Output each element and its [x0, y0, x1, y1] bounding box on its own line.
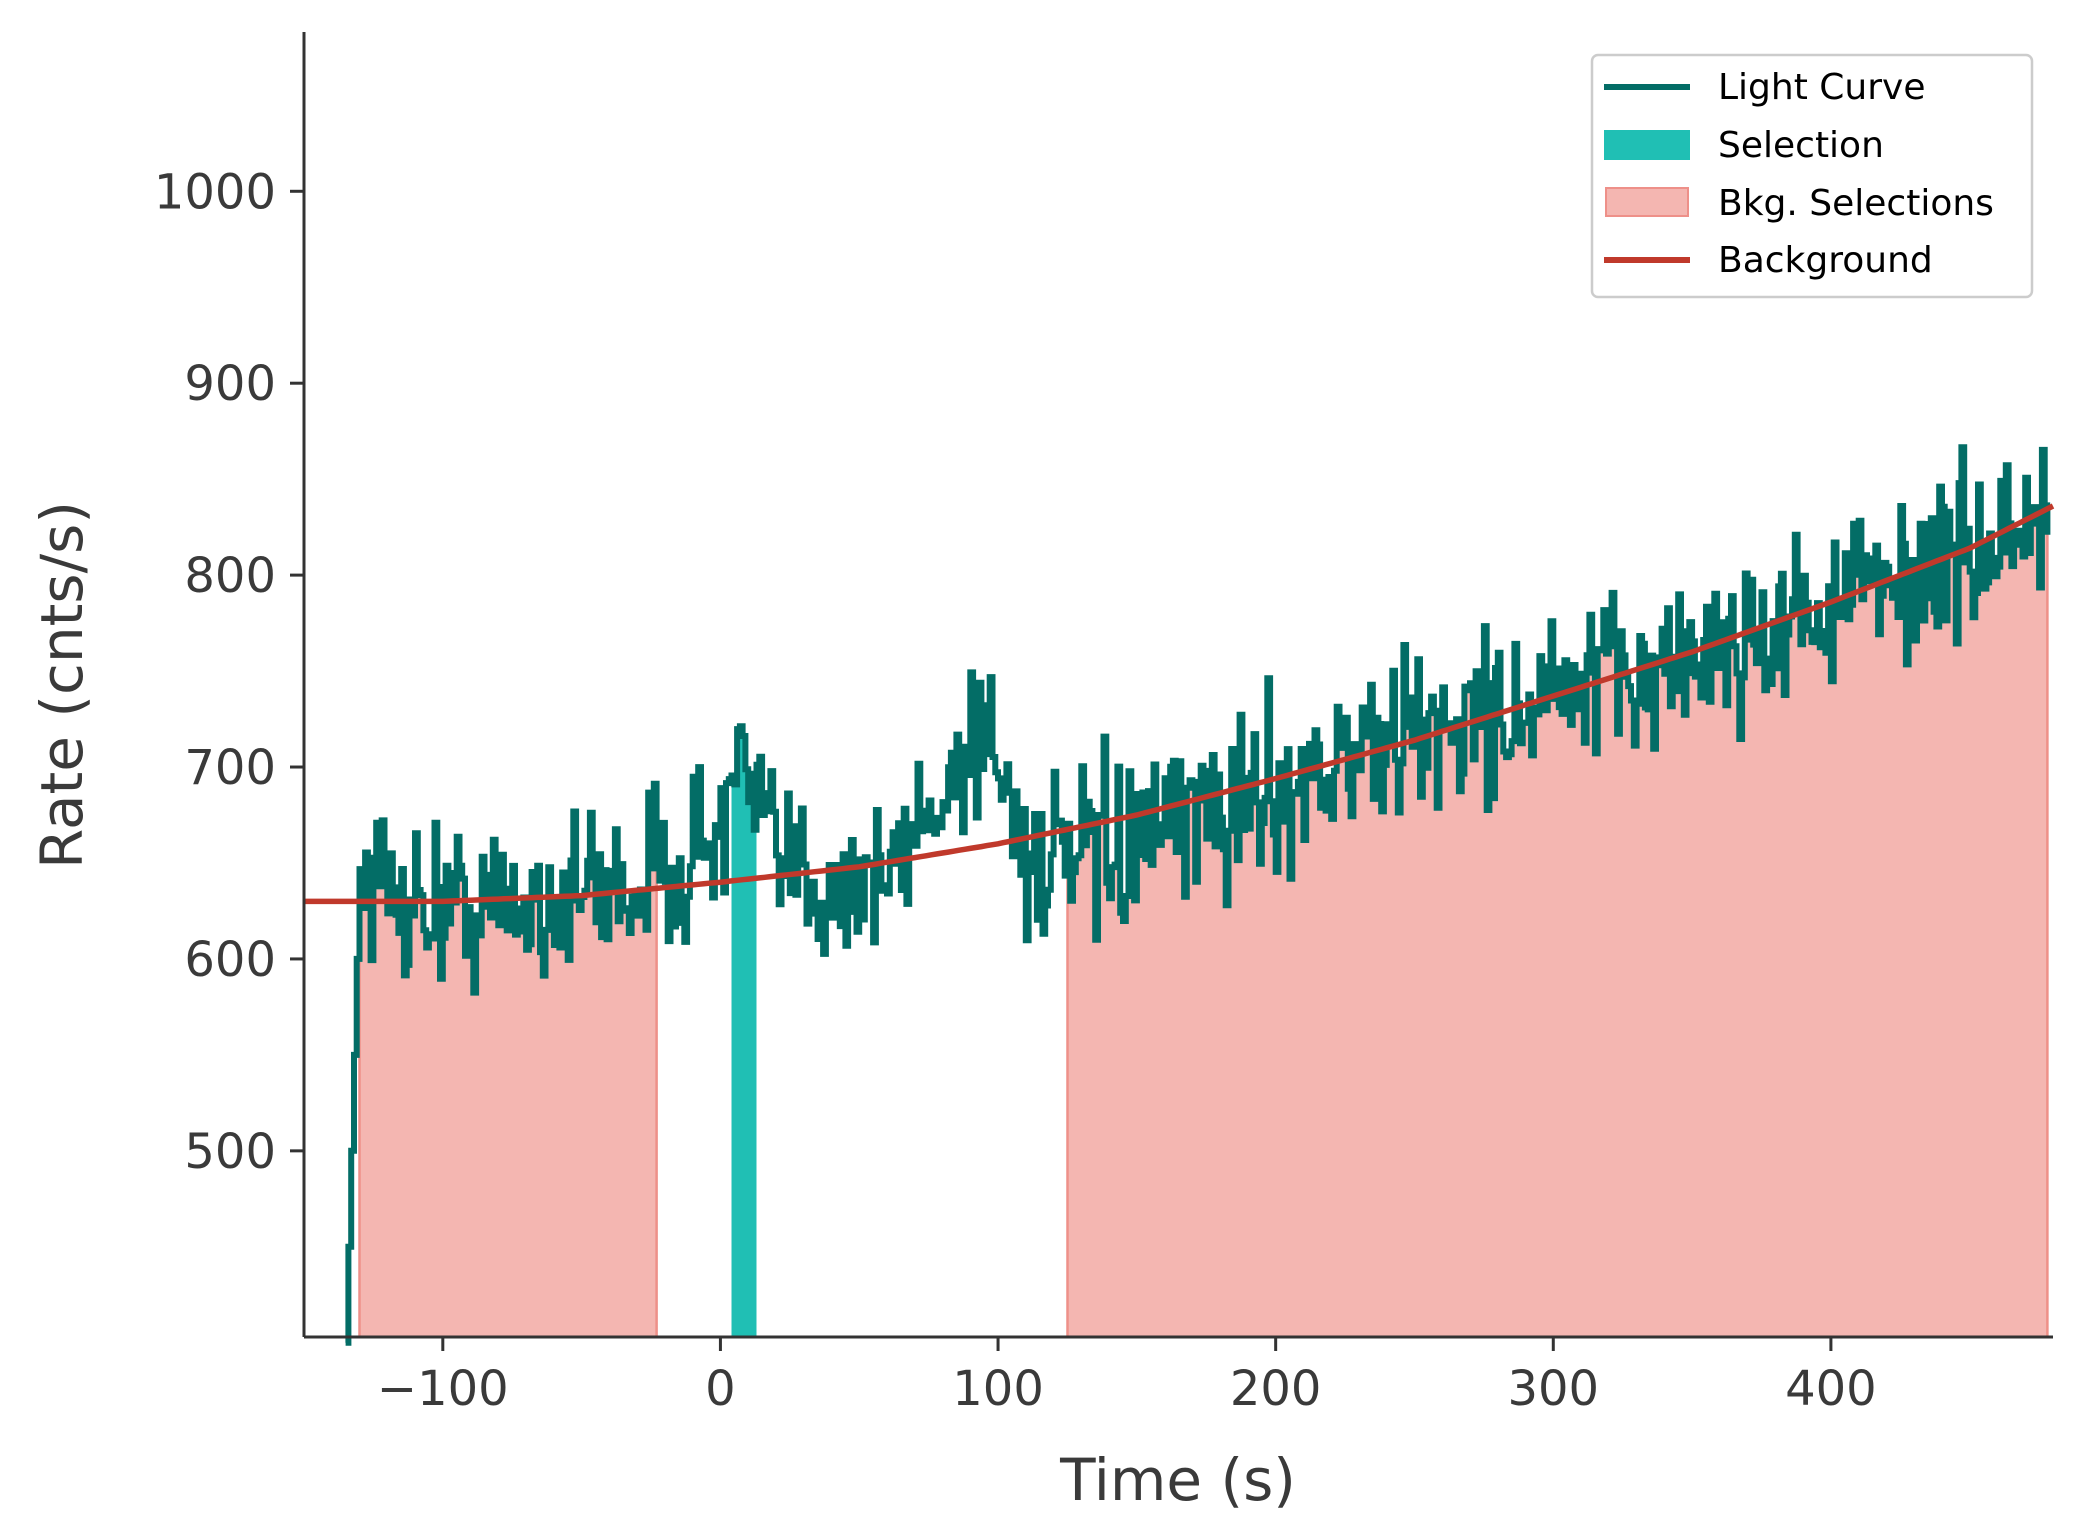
legend: Light Curve Selection Bkg. Selections Ba… [1590, 53, 2034, 299]
x-tick-label: −100 [377, 1361, 509, 1417]
x-ticks: −100 0 100 200 300 400 [377, 1337, 1877, 1417]
legend-label-background: Background [1718, 240, 1933, 281]
y-ticks: 500 600 700 800 900 1000 [154, 164, 304, 1180]
background-fit-layer [304, 503, 2055, 905]
x-tick-label: 400 [1785, 1361, 1877, 1417]
legend-label-selection: Selection [1718, 125, 1884, 166]
x-tick-label: 100 [952, 1361, 1044, 1417]
x-tick-label: 200 [1230, 1361, 1322, 1417]
legend-swatch-selection [1604, 130, 1690, 160]
legend-frame [1590, 53, 2034, 299]
y-tick-label: 600 [184, 932, 276, 988]
x-axis-label: Time (s) [1059, 1446, 1296, 1514]
x-tick-label: 300 [1507, 1361, 1599, 1417]
legend-label-light-curve: Light Curve [1718, 67, 1926, 108]
legend-swatch-bkg-selections [1605, 187, 1689, 217]
y-tick-label: 700 [184, 740, 276, 796]
x-tick-label: 0 [705, 1361, 736, 1417]
axes: −100 0 100 200 300 400 500 600 700 800 900 1000 Ti… [28, 32, 2053, 1514]
light-curve-layer [345, 444, 2051, 1346]
y-tick-label: 900 [184, 356, 276, 412]
y-tick-label: 800 [184, 548, 276, 604]
background-fit-line [304, 503, 2055, 905]
y-tick-label: 500 [184, 1124, 276, 1180]
y-axis-label: Rate (cnts/s) [28, 501, 96, 869]
light-curve-series [345, 444, 2051, 1346]
y-tick-label: 1000 [154, 164, 276, 220]
legend-label-bkg-selections: Bkg. Selections [1718, 183, 1994, 224]
